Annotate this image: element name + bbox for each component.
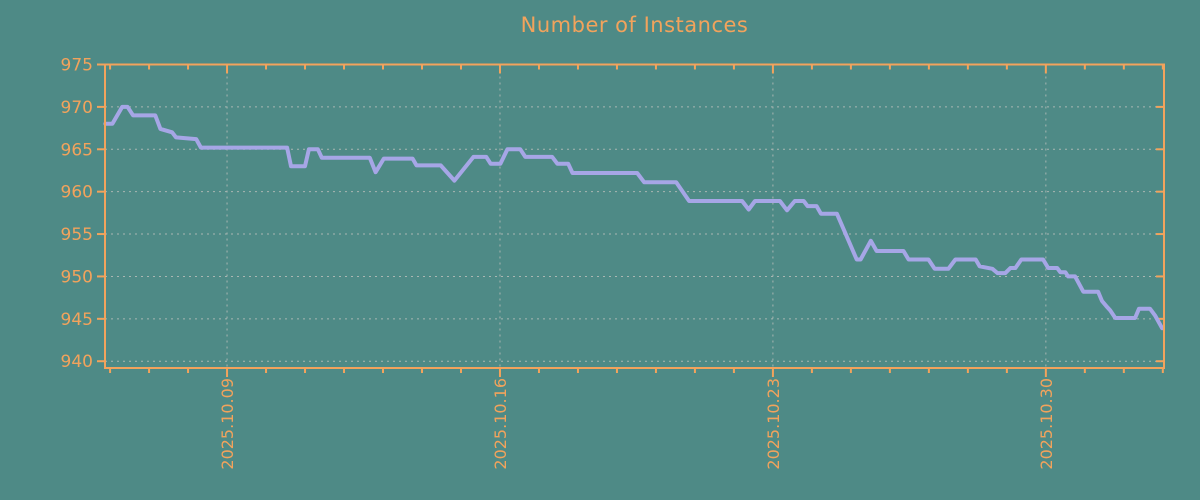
plot-border: [104, 63, 1165, 369]
y-tick-label: 940: [61, 352, 93, 372]
y-tick-label: 950: [61, 267, 93, 287]
y-tick-label: 975: [61, 56, 93, 76]
x-tick-label: 2025.10.23: [764, 378, 783, 470]
y-tick-label: 965: [61, 140, 93, 160]
chart-title: Number of Instances: [520, 13, 749, 37]
y-tick-label: 960: [61, 183, 93, 203]
x-tick-label: 2025.10.16: [491, 378, 510, 470]
y-tick-label: 970: [61, 98, 93, 118]
y-tick-label: 945: [61, 310, 93, 330]
x-tick-label: 2025.10.30: [1037, 378, 1056, 470]
x-tick-label: 2025.10.09: [218, 378, 237, 470]
instances-line: [103, 104, 1165, 331]
y-tick-label: 955: [61, 225, 93, 245]
